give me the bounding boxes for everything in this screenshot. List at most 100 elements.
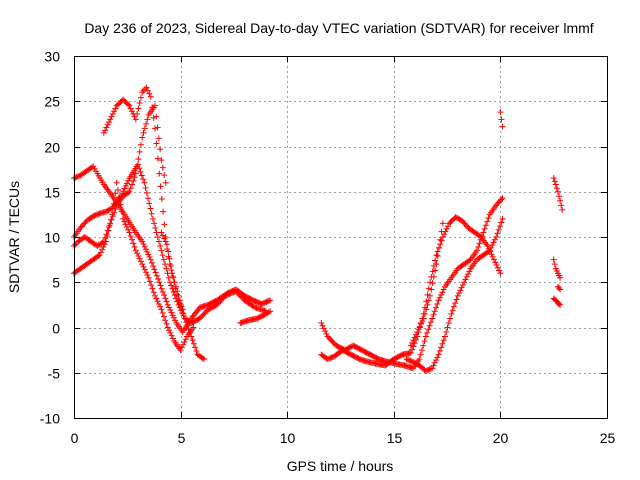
data-point: [134, 250, 141, 257]
data-point: [488, 251, 495, 258]
data-point: [148, 281, 155, 288]
data-point: [496, 197, 503, 204]
data-point: [96, 252, 103, 259]
data-point: [430, 273, 437, 280]
data-point: [493, 262, 500, 269]
data-point: [157, 243, 164, 250]
data-point: [444, 324, 451, 331]
series-track-9: [318, 195, 506, 372]
data-point: [151, 266, 158, 273]
data-point: [169, 273, 176, 280]
data-point: [421, 338, 428, 345]
data-point: [453, 214, 460, 221]
data-point: [109, 211, 116, 218]
data-point: [116, 194, 123, 201]
data-point: [127, 233, 134, 240]
data-point: [128, 181, 135, 188]
data-point: [427, 292, 434, 299]
data-point: [147, 205, 154, 212]
data-point: [101, 241, 108, 248]
data-point: [76, 173, 83, 180]
data-point: [151, 220, 158, 227]
data-point: [448, 217, 455, 224]
data-point: [117, 98, 124, 105]
data-point: [421, 310, 428, 317]
data-point: [130, 240, 137, 247]
data-point: [79, 222, 86, 229]
data-point: [148, 259, 155, 266]
data-point: [162, 295, 169, 302]
data-point: [165, 253, 172, 260]
data-point: [139, 238, 146, 245]
data-point: [117, 201, 124, 208]
data-point: [180, 341, 187, 348]
data-point: [169, 312, 176, 319]
data-point: [136, 255, 143, 262]
data-point: [134, 110, 141, 117]
series-track-8: [318, 214, 504, 369]
data-point: [157, 183, 164, 190]
data-point: [430, 311, 437, 318]
data-point: [473, 247, 480, 254]
data-point: [160, 208, 167, 215]
y-tick-label: 5: [52, 275, 60, 291]
data-point: [440, 286, 447, 293]
data-point: [125, 177, 132, 184]
data-point: [452, 214, 459, 221]
data-point: [149, 215, 156, 222]
data-point: [486, 247, 493, 254]
data-point: [557, 197, 564, 204]
data-point: [102, 127, 109, 134]
data-point: [126, 188, 133, 195]
x-tick-label: 5: [178, 430, 186, 446]
data-point: [159, 310, 166, 317]
data-point: [147, 256, 154, 263]
data-point: [163, 298, 170, 305]
data-point: [185, 326, 192, 333]
data-point: [143, 269, 150, 276]
data-point: [152, 224, 159, 231]
data-point: [180, 310, 187, 317]
data-point: [126, 229, 133, 236]
x-tick-label: 25: [600, 430, 616, 446]
data-point: [141, 266, 148, 273]
data-point: [144, 248, 151, 255]
data-point: [105, 207, 112, 214]
data-point: [498, 219, 505, 226]
data-point: [404, 356, 411, 363]
data-point: [435, 351, 442, 358]
data-point: [135, 105, 142, 112]
data-point: [179, 306, 186, 313]
data-point: [121, 97, 128, 104]
data-point: [493, 234, 500, 240]
data-point: [435, 297, 442, 304]
data-point: [154, 155, 161, 162]
data-point: [414, 329, 421, 336]
data-point: [144, 272, 151, 279]
data-point: [459, 281, 466, 288]
data-point: [140, 241, 147, 248]
data-point: [443, 329, 450, 336]
data-point: [158, 157, 165, 164]
data-point: [184, 322, 191, 329]
data-point: [461, 220, 468, 227]
data-point: [557, 301, 564, 308]
data-point: [167, 329, 174, 336]
data-point: [142, 246, 149, 253]
data-point: [157, 282, 164, 289]
data-point: [429, 315, 436, 322]
data-point: [407, 349, 414, 356]
data-point: [485, 214, 492, 221]
data-point: [166, 261, 173, 268]
data-point: [444, 223, 451, 230]
data-point: [481, 225, 488, 232]
data-point: [433, 304, 440, 311]
data-point: [104, 207, 111, 214]
data-point: [466, 257, 473, 264]
data-point: [425, 366, 432, 373]
data-point: [159, 164, 166, 171]
data-point: [427, 279, 434, 286]
data-point: [427, 365, 434, 372]
data-point: [181, 338, 188, 345]
data-point: [102, 238, 109, 245]
